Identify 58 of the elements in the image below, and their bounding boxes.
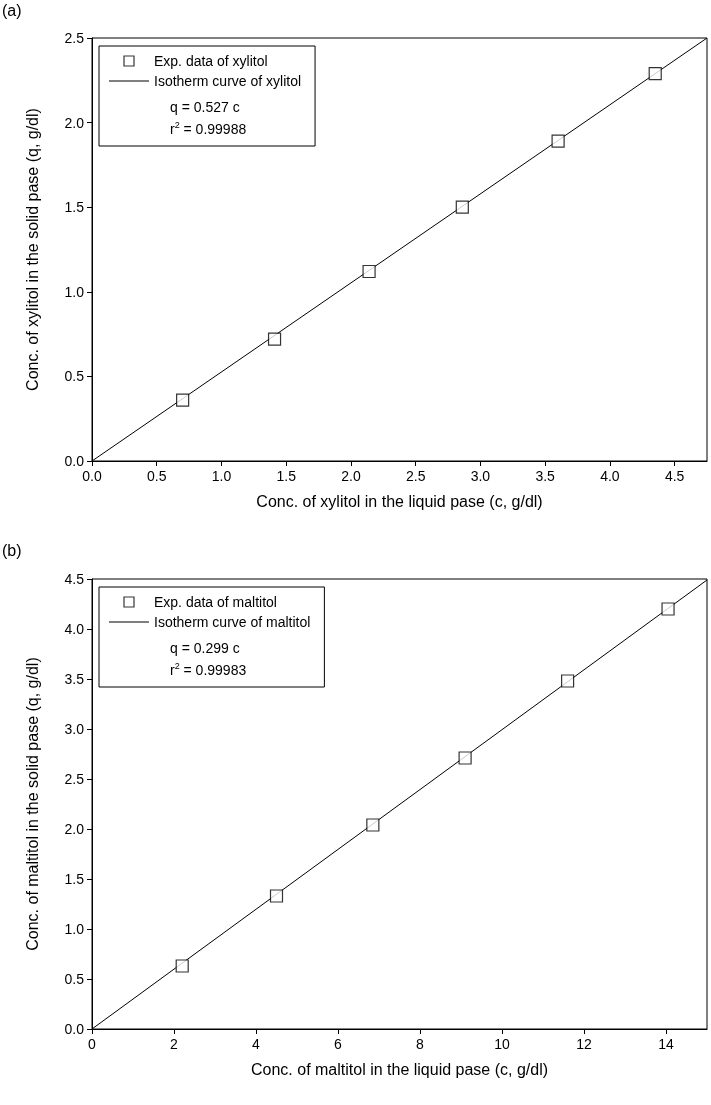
x-tick-label: 4 — [252, 1036, 261, 1052]
x-tick-label: 10 — [494, 1036, 510, 1052]
y-tick-label: 2.5 — [64, 771, 85, 787]
y-axis-title: Conc. of maltitol in the solid pase (q, g/dl) — [23, 657, 41, 951]
point — [648, 66, 662, 81]
legend-label: Isotherm curve of maltitol — [154, 614, 311, 630]
point — [267, 332, 282, 346]
y-tick-label: 0.5 — [64, 368, 85, 385]
y-tick-label: 3.5 — [64, 671, 85, 687]
x-tick-label: 3.5 — [535, 468, 556, 484]
x-tick-label: 6 — [334, 1036, 343, 1052]
legend-label: Exp. data of maltitol — [154, 594, 277, 610]
point — [455, 200, 469, 214]
point — [458, 751, 472, 765]
x-tick-label: 2.5 — [405, 468, 426, 484]
x-tick-label: 2.0 — [341, 468, 361, 484]
x-tick-label: 1.0 — [211, 468, 232, 484]
chart-title: (a) — [2, 1, 22, 19]
legend-label: Exp. data of xylitol — [154, 53, 268, 69]
x-tick-label: 0 — [88, 1036, 97, 1052]
point — [176, 393, 190, 407]
x-tick-label: 4.0 — [600, 468, 620, 484]
y-tick-label: 1.5 — [64, 199, 85, 216]
y-tick-label: 4.0 — [64, 621, 85, 637]
annotation: q = 0.299 c — [170, 640, 240, 656]
point — [661, 602, 675, 616]
point — [561, 674, 575, 688]
y-tick-label: 3.0 — [64, 721, 85, 737]
y-tick-label: 2.5 — [64, 30, 85, 46]
y-tick-label: 4.5 — [64, 571, 85, 587]
annotation: q = 0.527 c — [170, 99, 240, 115]
x-tick-label: 1.5 — [276, 468, 297, 484]
y-tick-label: 2.0 — [64, 114, 85, 131]
y-tick-label: 0.0 — [64, 453, 85, 469]
point — [551, 134, 565, 148]
y-tick-label: 0.0 — [64, 1021, 85, 1037]
x-tick-label: 14 — [658, 1036, 674, 1052]
y-tick-label: 2.0 — [64, 821, 85, 837]
x-tick-label: 3.0 — [470, 468, 491, 484]
y-tick-label: 1.5 — [64, 871, 85, 887]
point — [366, 818, 380, 832]
x-tick-label: 2 — [170, 1036, 179, 1052]
x-tick-label: 0.5 — [147, 468, 167, 484]
x-tick-label: 4.5 — [664, 468, 685, 484]
x-axis-title: Conc. of xylitol in the liquid pase (c, g/dl) — [256, 492, 543, 510]
y-tick-label: 1.0 — [64, 283, 85, 300]
legend-label: Isotherm curve of xylitol — [154, 73, 302, 89]
x-axis-title: Conc. of maltitol in the liquid pase (c, g/dl) — [250, 1060, 549, 1078]
chart-title: (b) — [2, 541, 22, 559]
point — [362, 264, 376, 279]
point — [269, 889, 284, 903]
x-tick-label: 12 — [576, 1036, 592, 1052]
x-tick-label: 8 — [416, 1036, 425, 1052]
y-tick-label: 0.5 — [64, 971, 85, 987]
point — [175, 959, 189, 973]
y-tick-label: 1.0 — [64, 921, 85, 937]
x-tick-label: 0.0 — [82, 468, 102, 484]
y-axis-title: Conc. of xylitol in the solid pase (q, g/dl) — [23, 108, 41, 391]
